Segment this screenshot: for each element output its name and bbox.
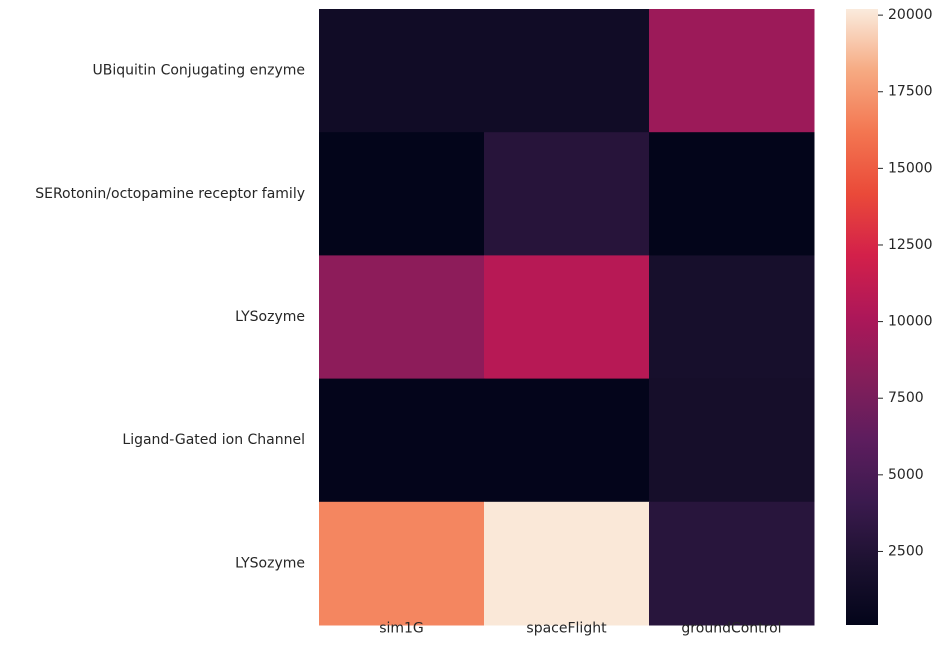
colorbar-tick-label: 10000 (888, 314, 933, 330)
heatmap-cell (484, 255, 650, 380)
heatmap-cell (319, 9, 485, 133)
colorbar-tick-label: 5000 (888, 467, 924, 483)
heatmap-cell (319, 378, 485, 503)
heatmap-cell (484, 9, 650, 133)
colorbar-tick-label: 12500 (888, 237, 933, 253)
row-label: UBiquitin Conjugating enzyme (93, 63, 306, 79)
heatmap-cells (319, 9, 815, 626)
row-label: LYSozyme (235, 555, 305, 571)
colorbar-ticks: 2500 5000 7500 10000 12500 15000 17500 20000 (878, 7, 933, 559)
row-labels: UBiquitin Conjugating enzyme SERotonin/oc… (35, 63, 305, 572)
column-label: spaceFlight (526, 621, 607, 637)
heatmap-cell (319, 501, 485, 626)
heatmap-cell (649, 378, 815, 503)
heatmap-cell (649, 501, 815, 626)
heatmap-cell (319, 132, 485, 256)
row-label: Ligand-Gated ion Channel (122, 432, 305, 448)
heatmap-cell (649, 255, 815, 380)
column-label: sim1G (379, 621, 424, 637)
heatmap-cell (319, 255, 485, 380)
heatmap-cell (484, 132, 650, 256)
heatmap-cell (484, 501, 650, 626)
row-label: LYSozyme (235, 309, 305, 325)
heatmap-cell (649, 132, 815, 256)
colorbar-tick-label: 17500 (888, 84, 933, 100)
colorbar-tick-label: 15000 (888, 160, 933, 176)
colorbar-tick-label: 20000 (888, 7, 933, 23)
row-label: SERotonin/octopamine receptor family (35, 186, 305, 202)
colorbar-tick-label: 2500 (888, 543, 924, 559)
heatmap-cell (649, 9, 815, 133)
colorbar-tick-label: 7500 (888, 390, 924, 406)
colorbar (846, 9, 878, 625)
heatmap-cell (484, 378, 650, 503)
column-labels: sim1G spaceFlight groundControl (379, 621, 781, 637)
column-label: groundControl (681, 621, 781, 637)
